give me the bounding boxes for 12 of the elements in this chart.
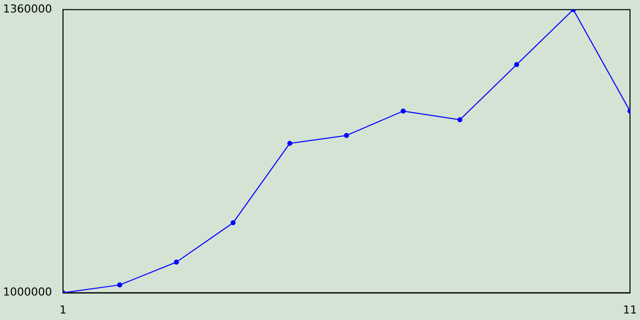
point (400, 108, 406, 114)
point (117, 282, 122, 288)
y-tick-label: 1360000 (2, 2, 52, 16)
point (344, 132, 349, 138)
point (514, 62, 520, 68)
point (287, 140, 292, 146)
point (230, 220, 236, 226)
point (174, 260, 179, 265)
y-tick-label: 1000000 (2, 286, 52, 299)
x-tick-label: 11 (623, 303, 637, 316)
point (457, 117, 462, 122)
x-tick-label: 1 (59, 303, 66, 316)
